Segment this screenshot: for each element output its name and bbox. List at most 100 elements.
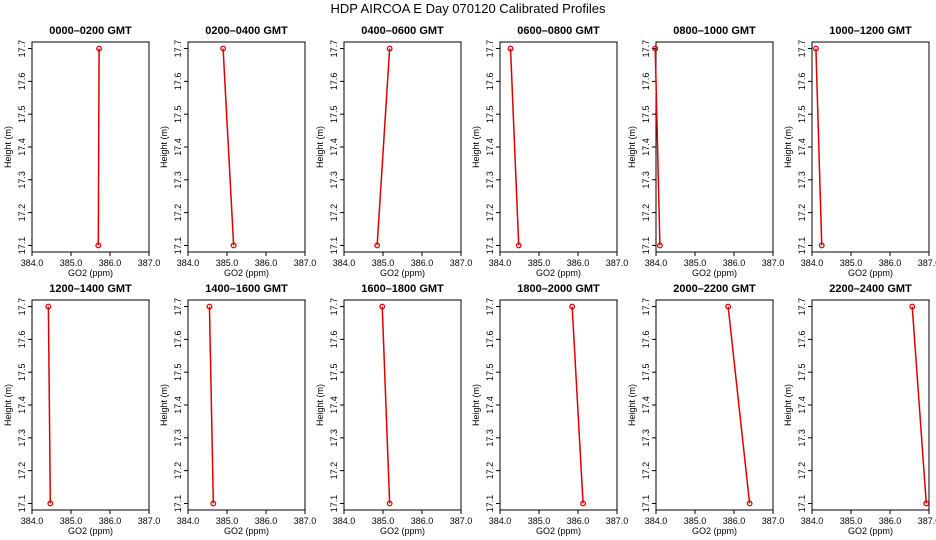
y-tick-label: 17.3 [173,429,183,447]
x-tick-label: 384.0 [489,258,512,268]
profile-panel-5: 0800–1000 GMT 384.0 385.0 386.0 387.0 17.1 17.… [627,25,784,278]
profile-point [652,45,659,52]
profile-line [381,306,391,504]
y-tick-label: 17.7 [797,40,807,58]
panel-title: 2200–2400 GMT [829,283,912,295]
y-tick-label: 17.7 [173,298,183,316]
y-tick-label: 17.3 [329,429,339,447]
x-tick-label: 385.0 [684,516,707,526]
y-tick-label: 17.7 [17,40,27,58]
y-tick-label: 17.6 [17,331,27,349]
x-axis-label: GO2 (ppm) [68,268,113,278]
panel-title: 0600–0800 GMT [517,25,600,37]
x-tick-label: 384.0 [333,516,356,526]
x-axis-label: GO2 (ppm) [224,268,269,278]
x-tick-label: 385.0 [684,258,707,268]
x-tick-label: 384.0 [489,516,512,526]
x-tick-label: 385.0 [216,516,239,526]
profile-panel-12: 2200–2400 GMT 384.0 385.0 386.0 387.0 17.1 17.… [783,283,936,536]
profile-line [376,48,391,246]
y-tick-label: 17.6 [797,331,807,349]
profile-point [515,242,522,249]
x-tick-label: 386.0 [879,516,902,526]
y-tick-label: 17.6 [329,73,339,91]
x-tick-label: 385.0 [216,258,239,268]
y-tick-label: 17.3 [329,171,339,189]
profile-point [374,242,381,249]
x-tick-label: 387.0 [450,258,473,268]
y-tick-label: 17.7 [329,298,339,316]
profile-line [571,306,584,504]
x-tick-label: 386.0 [567,258,590,268]
y-tick-label: 17.7 [641,40,651,58]
y-tick-label: 17.3 [797,429,807,447]
x-tick-label: 386.0 [723,258,746,268]
x-tick-label: 387.0 [918,516,936,526]
y-tick-label: 17.7 [485,298,495,316]
y-tick-label: 17.7 [329,40,339,58]
y-tick-label: 17.2 [329,462,339,480]
y-axis-label: Height (m) [3,126,13,168]
profile-point [45,303,52,310]
y-tick-label: 17.3 [173,171,183,189]
y-tick-label: 17.3 [485,429,495,447]
plot-frame [655,41,774,253]
y-tick-label: 17.3 [641,429,651,447]
panel-title: 0400–0600 GMT [361,25,444,37]
plot-frame [343,299,462,511]
y-tick-label: 17.4 [485,396,495,414]
plot-frame [655,299,774,511]
y-tick-label: 17.1 [485,495,495,513]
y-tick-label: 17.2 [641,462,651,480]
y-tick-label: 17.1 [17,237,27,255]
plot-frame [499,299,618,511]
y-axis-label: Height (m) [3,384,13,426]
y-tick-label: 17.2 [797,462,807,480]
profile-point [746,500,753,507]
y-tick-label: 17.4 [17,138,27,156]
x-axis-label: GO2 (ppm) [848,526,893,536]
profile-line [509,48,520,246]
y-tick-label: 17.6 [173,73,183,91]
y-tick-label: 17.2 [641,204,651,222]
y-tick-label: 17.7 [173,40,183,58]
profile-point [812,45,819,52]
y-tick-label: 17.5 [173,363,183,381]
y-tick-label: 17.5 [485,363,495,381]
x-tick-label: 384.0 [801,516,824,526]
x-tick-label: 387.0 [918,258,936,268]
x-tick-label: 385.0 [60,516,83,526]
y-tick-label: 17.4 [641,396,651,414]
profile-point [47,500,54,507]
profile-panel-2: 0200–0400 GMT 384.0 385.0 386.0 387.0 17.1 17.… [159,25,316,278]
x-tick-label: 386.0 [411,516,434,526]
x-axis-label: GO2 (ppm) [380,268,425,278]
x-tick-label: 387.0 [450,516,473,526]
x-tick-label: 385.0 [372,516,395,526]
y-tick-label: 17.6 [641,73,651,91]
x-tick-label: 385.0 [372,258,395,268]
y-tick-label: 17.5 [641,363,651,381]
x-tick-label: 386.0 [255,516,278,526]
profile-point [386,45,393,52]
y-tick-label: 17.1 [173,495,183,513]
x-tick-label: 386.0 [879,258,902,268]
profile-panel-4: 0600–0800 GMT 384.0 385.0 386.0 387.0 17.1 17.… [471,25,628,278]
panel-title: 0000–0200 GMT [49,25,132,37]
y-tick-label: 17.5 [797,363,807,381]
x-tick-label: 386.0 [99,516,122,526]
profile-line [654,48,661,246]
y-tick-label: 17.1 [485,237,495,255]
profile-panel-7: 1200–1400 GMT 384.0 385.0 386.0 387.0 17.1 17.… [3,283,160,536]
x-tick-label: 387.0 [294,516,317,526]
y-tick-label: 17.1 [173,237,183,255]
y-tick-label: 17.7 [797,298,807,316]
y-tick-label: 17.4 [329,396,339,414]
profile-line [911,306,928,504]
x-tick-label: 384.0 [645,516,668,526]
profile-panel-6: 1000–1200 GMT 384.0 385.0 386.0 387.0 17.1 17.… [783,25,936,278]
x-tick-label: 387.0 [762,258,785,268]
profile-point [230,242,237,249]
y-axis-label: Height (m) [783,384,793,426]
